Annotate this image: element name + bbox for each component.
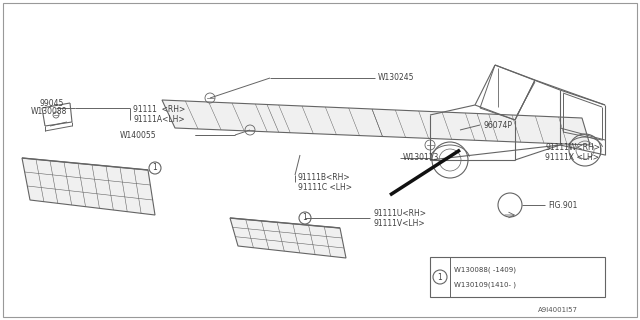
Text: FIG.901: FIG.901 (548, 201, 577, 210)
Bar (430, 257, 605, 297)
Polygon shape (22, 158, 155, 215)
Text: 91111  <RH>: 91111 <RH> (133, 106, 185, 115)
Text: 91111B<RH>: 91111B<RH> (298, 173, 351, 182)
Text: W130113: W130113 (403, 154, 440, 163)
Text: W140055: W140055 (120, 131, 157, 140)
Text: 1: 1 (152, 164, 157, 172)
Text: 91111W<RH>: 91111W<RH> (545, 143, 600, 153)
Text: 91111V<LH>: 91111V<LH> (373, 219, 424, 228)
Text: 91111C <LH>: 91111C <LH> (298, 183, 352, 193)
Text: W130109(1410- ): W130109(1410- ) (454, 282, 516, 288)
Polygon shape (162, 100, 590, 145)
Polygon shape (230, 218, 346, 258)
Text: 91111U<RH>: 91111U<RH> (373, 209, 426, 218)
Text: W130088( -1409): W130088( -1409) (454, 267, 516, 273)
Text: 1: 1 (438, 273, 442, 282)
Text: W130088: W130088 (31, 108, 67, 116)
Text: W130245: W130245 (378, 74, 415, 83)
Text: 91111X <LH>: 91111X <LH> (545, 154, 599, 163)
Text: 96074P: 96074P (483, 121, 512, 130)
Text: 1: 1 (303, 213, 307, 222)
Text: 99045: 99045 (39, 99, 63, 108)
Text: 91111A<LH>: 91111A<LH> (133, 116, 184, 124)
Text: A9I4001I57: A9I4001I57 (538, 307, 578, 313)
